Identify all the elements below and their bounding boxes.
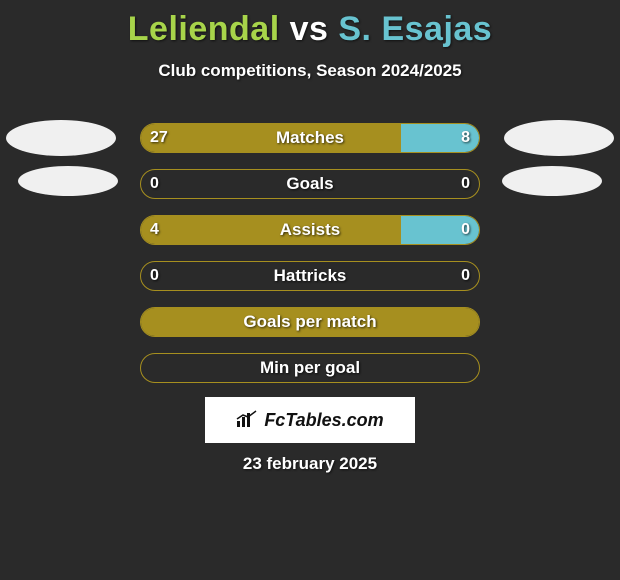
date-label: 23 february 2025 xyxy=(0,454,620,474)
player2-name: S. Esajas xyxy=(338,10,492,48)
stat-value-right: 0 xyxy=(461,261,470,291)
stat-row-gpm: Goals per match xyxy=(0,304,620,350)
title-vs: vs xyxy=(280,10,339,48)
brand-text: FcTables.com xyxy=(264,410,383,431)
stat-row-hattricks: 0 0 Hattricks xyxy=(0,258,620,304)
bar-track xyxy=(140,123,480,153)
stat-value-left: 0 xyxy=(150,169,159,199)
player1-badge-placeholder xyxy=(18,166,118,196)
bar-fill-left xyxy=(141,124,401,152)
player2-badge-placeholder xyxy=(502,166,602,196)
bar-track xyxy=(140,169,480,199)
brand-logo: FcTables.com xyxy=(205,397,415,443)
bar-track xyxy=(140,307,480,337)
stat-value-right: 8 xyxy=(461,123,470,153)
subtitle: Club competitions, Season 2024/2025 xyxy=(0,61,620,81)
comparison-infographic: Leliendal vs S. Esajas Club competitions… xyxy=(0,0,620,580)
player1-name: Leliendal xyxy=(128,10,280,48)
stat-value-right: 0 xyxy=(461,169,470,199)
player2-photo-placeholder xyxy=(504,120,614,156)
stat-row-mpg: Min per goal xyxy=(0,350,620,396)
chart-icon xyxy=(236,410,258,433)
bar-fill-left xyxy=(141,308,479,336)
bar-track xyxy=(140,261,480,291)
stat-rows: 27 8 Matches 0 0 Goals 4 0 Assists xyxy=(0,120,620,396)
stat-row-matches: 27 8 Matches xyxy=(0,120,620,166)
player1-photo-placeholder xyxy=(6,120,116,156)
stat-value-right: 0 xyxy=(461,215,470,245)
bar-track xyxy=(140,215,480,245)
bar-fill-left xyxy=(141,216,401,244)
stat-row-assists: 4 0 Assists xyxy=(0,212,620,258)
stat-value-left: 0 xyxy=(150,261,159,291)
stat-row-goals: 0 0 Goals xyxy=(0,166,620,212)
page-title: Leliendal vs S. Esajas xyxy=(0,0,620,49)
stat-value-left: 27 xyxy=(150,123,168,153)
bar-track xyxy=(140,353,480,383)
stat-value-left: 4 xyxy=(150,215,159,245)
